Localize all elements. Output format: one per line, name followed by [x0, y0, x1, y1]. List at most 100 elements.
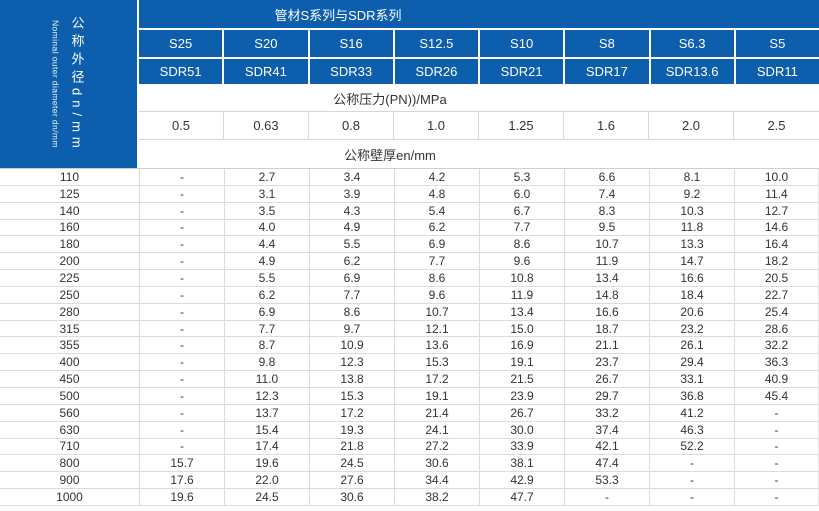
data-cell: 41.2 [649, 404, 734, 421]
row-label: 560 [59, 405, 80, 420]
data-cell: 10.8 [479, 270, 564, 286]
data-cell: - [139, 219, 224, 236]
data-cell: 13.6 [394, 337, 479, 354]
data-cell: 13.7 [224, 404, 309, 421]
data-cell: - [734, 455, 819, 472]
data-cell: 16.6 [649, 270, 734, 286]
data-cell: 34.4 [394, 472, 479, 489]
data-cell: 13.4 [564, 270, 649, 286]
data-cell: - [139, 270, 224, 286]
table-row: 1000 19.6 24.5 30.6 38.2 47.7- - - [0, 489, 819, 506]
data-cell: 17.2 [309, 404, 394, 421]
data-cell: 36.3 [734, 354, 819, 371]
s-series-cell: S20 [224, 30, 308, 57]
pressure-banner-label: 公称压力(PN))/MPa [333, 92, 447, 107]
data-cell: 17.4 [224, 438, 309, 455]
data-cell: 15.0 [479, 320, 564, 337]
row-label: 160 [59, 220, 80, 235]
data-cell: 13.3 [649, 236, 734, 253]
row-label: 355 [59, 338, 80, 353]
data-cell: 4.2 [394, 169, 479, 185]
series-title: 管材S系列与SDR系列 [274, 7, 402, 23]
data-cell: - [139, 421, 224, 438]
data-cell: - [734, 421, 819, 438]
data-cell: 21.1 [564, 337, 649, 354]
data-cell: 11.8 [649, 219, 734, 236]
data-cell: 30.6 [394, 455, 479, 472]
data-cell: - [139, 202, 224, 219]
sdr-series-cell: SDR41 [224, 59, 308, 84]
data-cell: 20.5 [734, 270, 819, 286]
data-cell: 11.0 [224, 371, 309, 387]
table-row: 140 -3.5 4.3 5.4 6.7 8.3 10.3 12.7 [0, 202, 819, 220]
data-cell: 4.0 [224, 219, 309, 236]
data-cell: 3.5 [224, 202, 309, 219]
data-cell: 3.9 [309, 185, 394, 202]
row-label: 110 [59, 169, 80, 184]
data-cell: - [649, 489, 734, 505]
data-cell: 16.4 [734, 236, 819, 253]
data-cell: 6.6 [564, 169, 649, 185]
pressure-value-cell: 0.63 [224, 112, 309, 140]
data-cell: 7.4 [564, 185, 649, 202]
data-cell: 47.7 [479, 489, 564, 505]
data-cell: - [139, 387, 224, 404]
sdr-series-cell: SDR13.6 [650, 59, 734, 84]
data-cell: 22.0 [224, 472, 309, 489]
table-row: 200 -4.9 6.2 7.7 9.6 11.9 14.7 18.2 [0, 253, 819, 271]
data-cell: 27.6 [309, 472, 394, 489]
data-cell: 33.1 [649, 371, 734, 387]
row-label: 200 [59, 254, 80, 269]
data-cell: 45.4 [734, 387, 819, 404]
data-cell: 17.2 [394, 371, 479, 387]
data-cell: 20.6 [649, 303, 734, 320]
data-cell: 29.4 [649, 354, 734, 371]
data-cell: 17.6 [139, 472, 224, 489]
data-cell: - [649, 472, 734, 489]
table-row: 280 -6.9 8.6 10.7 13.4 16.6 20.6 25.4 [0, 303, 819, 321]
pressure-value-cell: 0.5 [139, 112, 224, 140]
data-cell: - [139, 286, 224, 303]
table-row: 355 -8.7 10.9 13.6 16.9 21.1 26.1 32.2 [0, 337, 819, 355]
pressure-value-cell: 1.25 [479, 112, 564, 140]
data-cell: 10.7 [394, 303, 479, 320]
data-cell: 8.3 [564, 202, 649, 219]
data-cell: 8.7 [224, 337, 309, 354]
data-cell: 11.4 [734, 185, 819, 202]
data-cell: 4.3 [309, 202, 394, 219]
data-cell: 19.6 [224, 455, 309, 472]
s-series-cell: S5 [735, 30, 819, 57]
data-cell: 24.5 [309, 455, 394, 472]
data-cell: 6.9 [394, 236, 479, 253]
data-cell: 13.4 [479, 303, 564, 320]
data-cell: 22.7 [734, 286, 819, 303]
data-cell: 15.3 [394, 354, 479, 371]
data-cell: 40.9 [734, 371, 819, 387]
nominal-outer-diameter-label-en: Nominal outer diameter dn/mm [50, 20, 61, 148]
table-row: 560-13.7 17.2 21.4 26.7 33.2 41.2- [0, 404, 819, 422]
row-label: 900 [59, 473, 80, 488]
table-row: 800 15.7 19.6 24.5 30.6 38.1 47.4- - [0, 455, 819, 473]
data-cell: 10.3 [649, 202, 734, 219]
data-cell: 36.8 [649, 387, 734, 404]
data-cell: 12.1 [394, 320, 479, 337]
data-cell: 37.4 [564, 421, 649, 438]
data-cell: 46.3 [649, 421, 734, 438]
data-cell: 21.5 [479, 371, 564, 387]
data-cell: 27.2 [394, 438, 479, 455]
data-cell: 19.1 [394, 387, 479, 404]
data-cell: 7.7 [224, 320, 309, 337]
s-series-cell: S16 [309, 30, 393, 57]
sdr-series-cell: SDR33 [309, 59, 393, 84]
nominal-outer-diameter-label-cn: 公称外径dn/mm [69, 15, 85, 153]
data-cell: 10.9 [309, 337, 394, 354]
series-title-band: 管材S系列与SDR系列 [139, 0, 819, 28]
sdr-series-cell: SDR17 [565, 59, 649, 84]
data-cell: 29.7 [564, 387, 649, 404]
data-cell: 6.2 [309, 253, 394, 270]
s-series-row: S25 S20 S16 S12.5 S10 S8 S6.3 S5 [139, 30, 819, 57]
data-cell: 23.2 [649, 320, 734, 337]
data-cell: - [734, 489, 819, 505]
table-row: 250 -6.2 7.7 9.6 11.9 14.8 18.4 22.7 [0, 286, 819, 304]
data-cell: 15.7 [139, 455, 224, 472]
